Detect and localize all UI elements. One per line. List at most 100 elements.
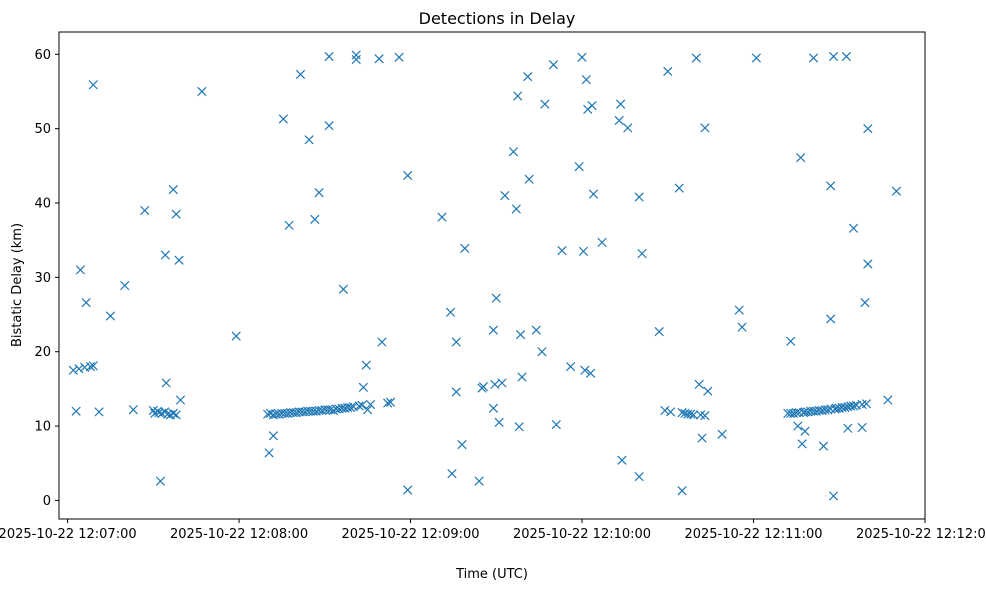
data-point <box>94 407 104 417</box>
data-point <box>460 243 470 253</box>
data-point <box>363 405 373 415</box>
x-tick-label: 2025-10-22 12:09:00 <box>342 527 480 542</box>
data-point <box>663 66 673 77</box>
data-point <box>354 401 364 411</box>
data-point <box>843 423 853 433</box>
data-point <box>578 246 589 256</box>
data-point <box>697 433 707 443</box>
data-point <box>796 153 806 163</box>
data-point <box>818 441 829 451</box>
data-point <box>614 115 624 126</box>
data-point <box>634 192 644 202</box>
data-point <box>857 422 867 433</box>
data-point <box>677 486 687 496</box>
data-point <box>883 395 893 405</box>
data-point <box>588 189 599 199</box>
data-point <box>497 378 507 388</box>
data-point <box>437 212 447 222</box>
data-point <box>310 214 320 224</box>
data-point <box>515 329 526 340</box>
data-point <box>524 174 534 184</box>
data-point <box>161 378 171 388</box>
data-point <box>357 400 367 410</box>
data-point <box>128 405 138 415</box>
data-point <box>523 71 533 82</box>
data-point <box>841 51 852 62</box>
y-tick-label: 10 <box>34 420 51 435</box>
data-point <box>826 314 836 324</box>
data-point <box>478 382 489 392</box>
x-tick-label: 2025-10-22 12:12:00 <box>856 527 986 542</box>
data-point <box>494 417 504 427</box>
data-point <box>383 398 393 408</box>
data-point <box>338 284 349 294</box>
data-point <box>351 54 361 65</box>
data-point <box>457 440 467 450</box>
data-point <box>171 410 181 420</box>
data-point <box>580 365 590 375</box>
data-point <box>717 429 727 439</box>
y-tick-label: 40 <box>34 197 51 212</box>
data-point <box>358 382 369 393</box>
data-point <box>531 325 541 335</box>
data-point <box>231 331 241 341</box>
data-point <box>365 399 376 410</box>
data-point <box>863 259 873 269</box>
data-point <box>863 124 873 134</box>
data-point <box>491 293 501 303</box>
data-point <box>548 60 559 70</box>
data-point <box>264 448 274 458</box>
y-tick-label: 30 <box>34 271 51 286</box>
data-point <box>490 379 500 390</box>
data-point <box>623 123 633 133</box>
data-point <box>848 401 859 411</box>
data-point <box>351 50 361 60</box>
data-point <box>168 184 178 195</box>
data-point <box>793 421 803 431</box>
data-point <box>637 248 647 259</box>
x-tick-label: 2025-10-22 12:07:00 <box>0 527 137 542</box>
data-point <box>488 325 499 335</box>
data-point <box>840 402 850 413</box>
y-tick-label: 20 <box>34 345 51 360</box>
data-point <box>174 255 184 265</box>
data-point <box>703 386 713 396</box>
x-axis-title: Time (UTC) <box>455 567 528 582</box>
data-point <box>891 186 902 196</box>
data-point <box>68 365 78 375</box>
data-point <box>751 53 761 63</box>
chart-title: Detections in Delay <box>419 9 576 28</box>
plot-area <box>58 31 926 520</box>
y-axis-title: Bistatic Delay (km) <box>10 223 25 347</box>
x-axis: 2025-10-22 12:07:00 2025-10-22 12:08:00 20… <box>0 519 986 542</box>
data-point <box>105 311 116 321</box>
data-point <box>517 372 527 382</box>
y-axis: 0 10 20 30 40 50 60 <box>34 48 59 509</box>
data-point <box>848 223 859 233</box>
data-point <box>585 368 596 378</box>
data-point <box>500 190 510 201</box>
data-point <box>634 471 644 482</box>
data-point <box>81 298 91 308</box>
data-point <box>278 114 288 124</box>
data-point <box>737 322 747 332</box>
data-point <box>791 408 802 418</box>
data-point <box>615 99 626 109</box>
data-point <box>557 245 567 256</box>
data-point <box>861 399 872 409</box>
data-point <box>324 121 334 131</box>
data-point <box>377 337 387 347</box>
axes-frame <box>58 31 926 520</box>
data-point <box>700 411 710 421</box>
x-tick-label: 2025-10-22 12:10:00 <box>513 527 651 542</box>
data-point <box>666 407 676 417</box>
data-point <box>171 209 181 219</box>
data-point <box>474 476 484 486</box>
data-point <box>345 402 356 413</box>
data-point <box>403 170 413 181</box>
data-point <box>677 408 687 418</box>
data-point <box>328 405 339 416</box>
data-point <box>361 360 371 370</box>
data-point <box>403 485 413 495</box>
data-point <box>828 491 839 501</box>
